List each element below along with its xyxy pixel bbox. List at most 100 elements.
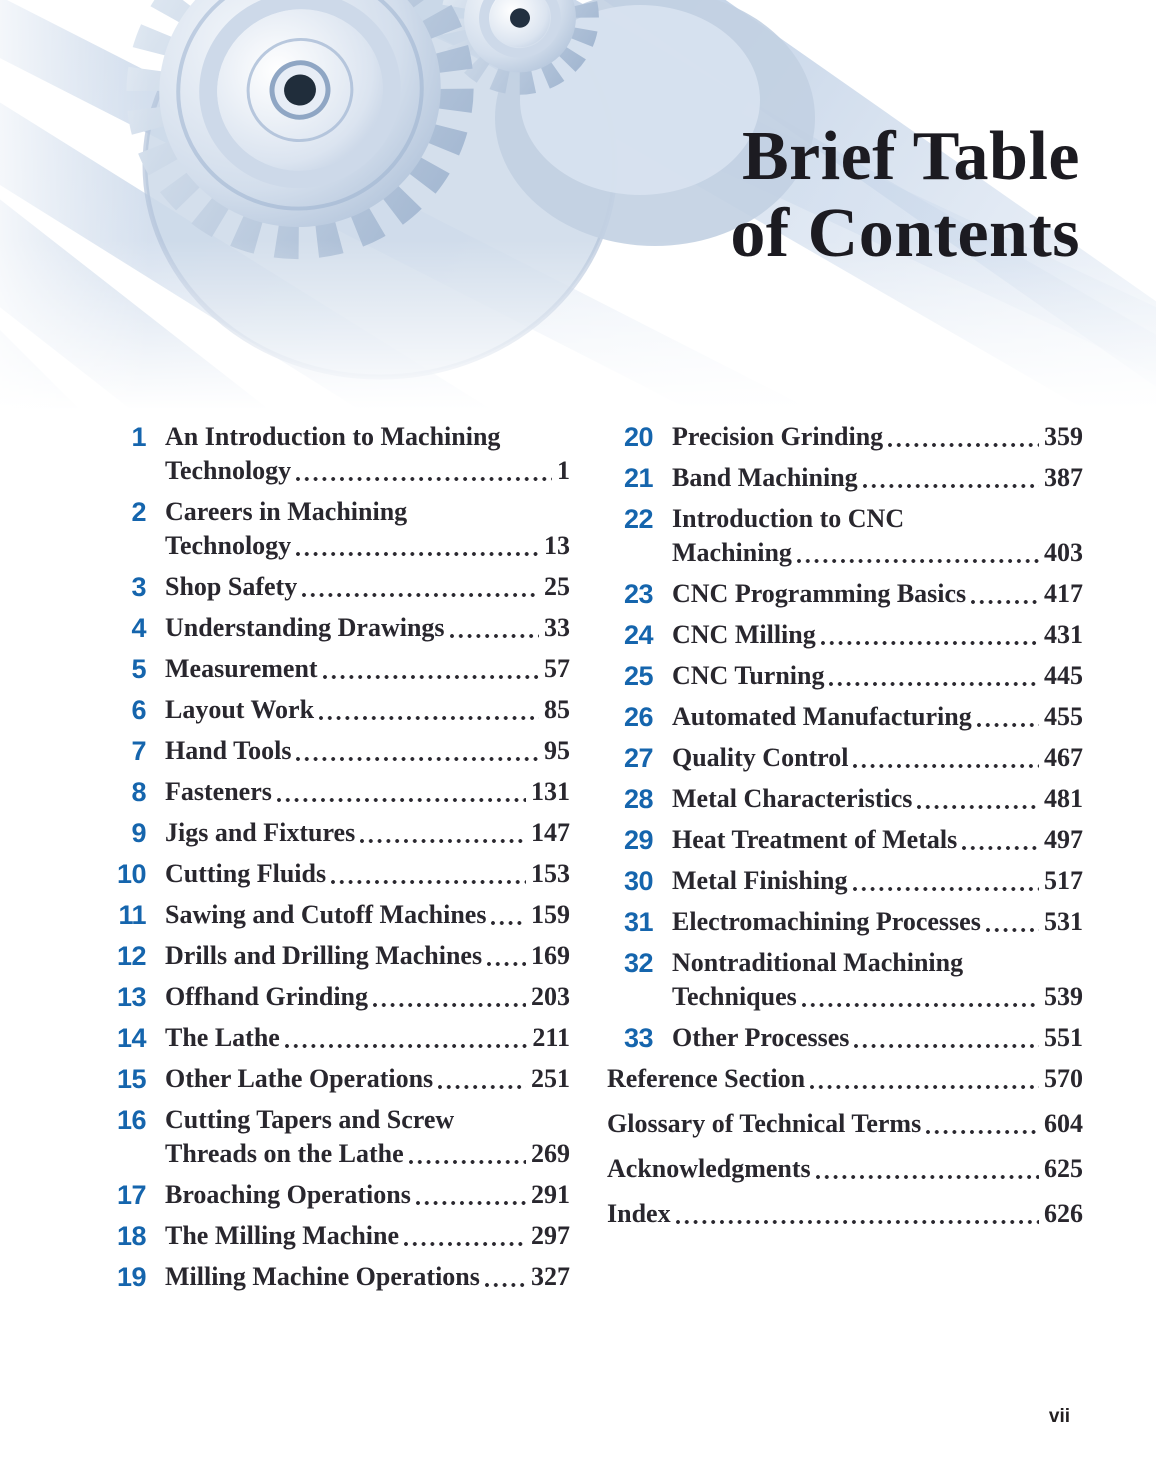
chapter-number: 4 [131, 613, 146, 643]
chapter-number: 31 [623, 907, 654, 937]
toc-right-column: 20 Precision Grinding 359 21 Band Machining 3… [607, 420, 1083, 1301]
entry-line: Nontraditional Machining [672, 946, 1083, 980]
dot-leader [984, 905, 1041, 939]
entry-line: Technology 13 [165, 529, 570, 563]
entry-line: Techniques 539 [672, 980, 1083, 1014]
dot-leader [483, 1260, 528, 1294]
back-matter-section: Reference Section 570 Glossary of Technica… [607, 1062, 1083, 1231]
entry-line: Technology 1 [165, 454, 570, 488]
entry-line: Band Machining 387 [672, 461, 1083, 495]
entry-title: Other Processes [672, 1023, 850, 1052]
entry-line: Layout Work 85 [165, 693, 570, 727]
entry-title: Precision Grinding [672, 422, 884, 451]
toc-entry: Glossary of Technical Terms 604 [607, 1107, 1083, 1141]
toc-entry: 32 Nontraditional Machining Techniques 539 [607, 946, 1083, 1014]
entry-title: Careers in Machining [165, 497, 408, 526]
entry-line: Other Lathe Operations 251 [165, 1062, 570, 1096]
chapter-number: 17 [116, 1180, 147, 1210]
entry-body: Measurement 57 [165, 652, 570, 686]
toc-entry: 23 CNC Programming Basics 417 [607, 577, 1083, 611]
dot-leader [819, 618, 1041, 652]
toc-entry: 29 Heat Treatment of Metals 497 [607, 823, 1083, 857]
dot-leader [489, 898, 528, 932]
dot-leader [808, 1062, 1041, 1096]
entry-title: Glossary of Technical Terms [607, 1109, 922, 1138]
dot-leader [800, 980, 1041, 1014]
entry-body: Shop Safety 25 [165, 570, 570, 604]
dot-leader [317, 693, 541, 727]
toc-entry: 16 Cutting Tapers and Screw Threads on the… [100, 1103, 570, 1171]
toc-entry: 13 Offhand Grinding 203 [100, 980, 570, 1014]
entry-title: Shop Safety [165, 572, 298, 601]
page-number: 625 [1044, 1154, 1083, 1183]
dot-leader [969, 577, 1041, 611]
page-number: 551 [1044, 1023, 1083, 1052]
toc-entry: 7 Hand Tools 95 [100, 734, 570, 768]
toc-entry: 22 Introduction to CNC Machining 403 [607, 502, 1083, 570]
toc-entry: Index 626 [607, 1197, 1083, 1231]
chapter-number: 12 [116, 941, 147, 971]
dot-leader [275, 775, 528, 809]
entry-body: The Lathe 211 [165, 1021, 570, 1055]
dot-leader [795, 536, 1041, 570]
entry-title: Quality Control [672, 743, 849, 772]
entry-line: The Milling Machine 297 [165, 1219, 570, 1253]
entry-title: Understanding Drawings [165, 613, 445, 642]
page-number: 159 [531, 900, 570, 929]
page-number: 25 [544, 572, 570, 601]
toc-entry: 31 Electromachining Processes 531 [607, 905, 1083, 939]
entry-line: Offhand Grinding 203 [165, 980, 570, 1014]
entry-title: Measurement [165, 654, 318, 683]
page-title-line1: Brief Table [741, 118, 1080, 195]
entry-line: Heat Treatment of Metals 497 [672, 823, 1083, 857]
chapter-number: 21 [623, 463, 654, 493]
entry-body: Cutting Tapers and Screw Threads on the L… [165, 1103, 570, 1171]
page-number: 1 [557, 456, 570, 485]
entry-line: Reference Section 570 [607, 1062, 1083, 1096]
toc-entry: 9 Jigs and Fixtures 147 [100, 816, 570, 850]
chapter-number: 13 [116, 982, 147, 1012]
entry-title: Metal Characteristics [672, 784, 913, 813]
page-number: 455 [1044, 702, 1083, 731]
entry-title: Cutting Fluids [165, 859, 327, 888]
dot-leader [294, 529, 541, 563]
page-number: 203 [531, 982, 570, 1011]
dot-leader [960, 823, 1041, 857]
dot-leader [814, 1152, 1041, 1186]
entry-title: CNC Turning [672, 661, 825, 690]
entry-line: Electromachining Processes 531 [672, 905, 1083, 939]
dot-leader [827, 659, 1041, 693]
chapter-number: 2 [131, 497, 146, 527]
entry-title: Hand Tools [165, 736, 292, 765]
page-number: 85 [544, 695, 570, 724]
chapter-number: 16 [116, 1105, 147, 1135]
toc-entry: 8 Fasteners 131 [100, 775, 570, 809]
page-number: 467 [1044, 743, 1083, 772]
entry-line: Jigs and Fixtures 147 [165, 816, 570, 850]
dot-leader [861, 461, 1041, 495]
entry-title: Electromachining Processes [672, 907, 981, 936]
toc-entry: Acknowledgments 625 [607, 1152, 1083, 1186]
toc-entry: 6 Layout Work 85 [100, 693, 570, 727]
page-number: 570 [1044, 1064, 1083, 1093]
entry-line: Index 626 [607, 1197, 1083, 1231]
page-number: 481 [1044, 784, 1083, 813]
entry-line: Measurement 57 [165, 652, 570, 686]
toc-entry: 25 CNC Turning 445 [607, 659, 1083, 693]
entry-body: Drills and Drilling Machines 169 [165, 939, 570, 973]
entry-line: Metal Finishing 517 [672, 864, 1083, 898]
page-number: 13 [544, 531, 570, 560]
entry-title: Band Machining [672, 463, 858, 492]
toc-entry: 5 Measurement 57 [100, 652, 570, 686]
entry-body: An Introduction to Machining Technology 1 [165, 420, 570, 488]
entry-line: CNC Programming Basics 417 [672, 577, 1083, 611]
large-gear [126, 0, 474, 260]
entry-body: Glossary of Technical Terms 604 [607, 1107, 1083, 1141]
chapter-number: 10 [116, 859, 147, 889]
folio-page-number: vii [1048, 1406, 1070, 1427]
dot-leader [294, 734, 541, 768]
entry-line: Quality Control 467 [672, 741, 1083, 775]
entry-body: Automated Manufacturing 455 [672, 700, 1083, 734]
entry-title: CNC Milling [672, 620, 816, 649]
entry-title: CNC Programming Basics [672, 579, 967, 608]
